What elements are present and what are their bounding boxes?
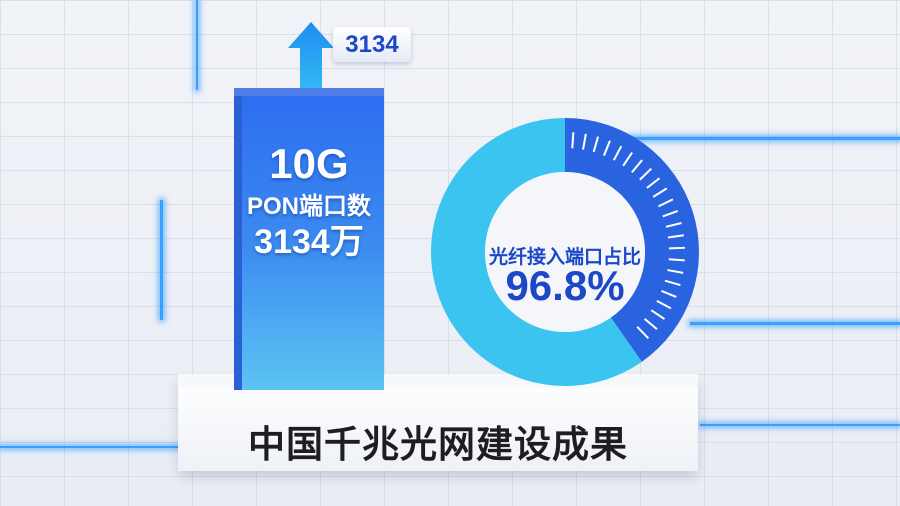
donut-tick (658, 198, 674, 208)
pedestal-title: 中国千兆光网建设成果 (248, 424, 628, 465)
donut-tick (582, 133, 587, 150)
glow-line (196, 0, 198, 90)
donut-tick (636, 326, 650, 340)
donut-tick (656, 299, 672, 310)
donut-tick (664, 279, 681, 287)
donut-tick (592, 136, 600, 153)
glow-line (690, 322, 900, 325)
bar-line-1: 10G (269, 140, 349, 187)
fiber-ratio-donut (430, 118, 699, 386)
donut-tick (612, 145, 623, 161)
donut-tick (652, 187, 668, 198)
donut-tick (667, 269, 684, 274)
donut-value: 96.8% (505, 262, 625, 309)
donut-center (485, 172, 645, 332)
donut-tick (665, 221, 682, 228)
up-arrow-icon (288, 22, 334, 102)
glow-line (630, 137, 900, 140)
donut-segment-dark (565, 118, 699, 362)
donut-tick (644, 318, 658, 330)
donut-tick (662, 210, 679, 218)
donut-tick (622, 151, 633, 167)
donut-tick (639, 167, 653, 181)
bar-top-face (234, 88, 384, 98)
donut-tick (668, 246, 685, 250)
glow-line (0, 446, 180, 448)
donut-tick (668, 258, 685, 262)
pon-port-bar (234, 96, 384, 390)
donut-tick (650, 309, 666, 320)
pedestal (178, 376, 698, 471)
donut-tick (667, 234, 684, 239)
bar-line-3: 3134万 (254, 223, 364, 261)
glow-line (160, 200, 163, 320)
donut-tick (571, 132, 575, 149)
donut-tick (631, 159, 643, 173)
donut-tick (646, 177, 661, 189)
donut-tick (661, 290, 677, 298)
bar-line-2: PON端口数 (246, 193, 371, 220)
donut-tick (603, 140, 611, 156)
donut-label: 光纤接入端口占比 (488, 247, 641, 268)
value-tag: 3134 (333, 27, 411, 62)
donut-segment-light (430, 118, 642, 386)
glow-line (700, 424, 900, 426)
